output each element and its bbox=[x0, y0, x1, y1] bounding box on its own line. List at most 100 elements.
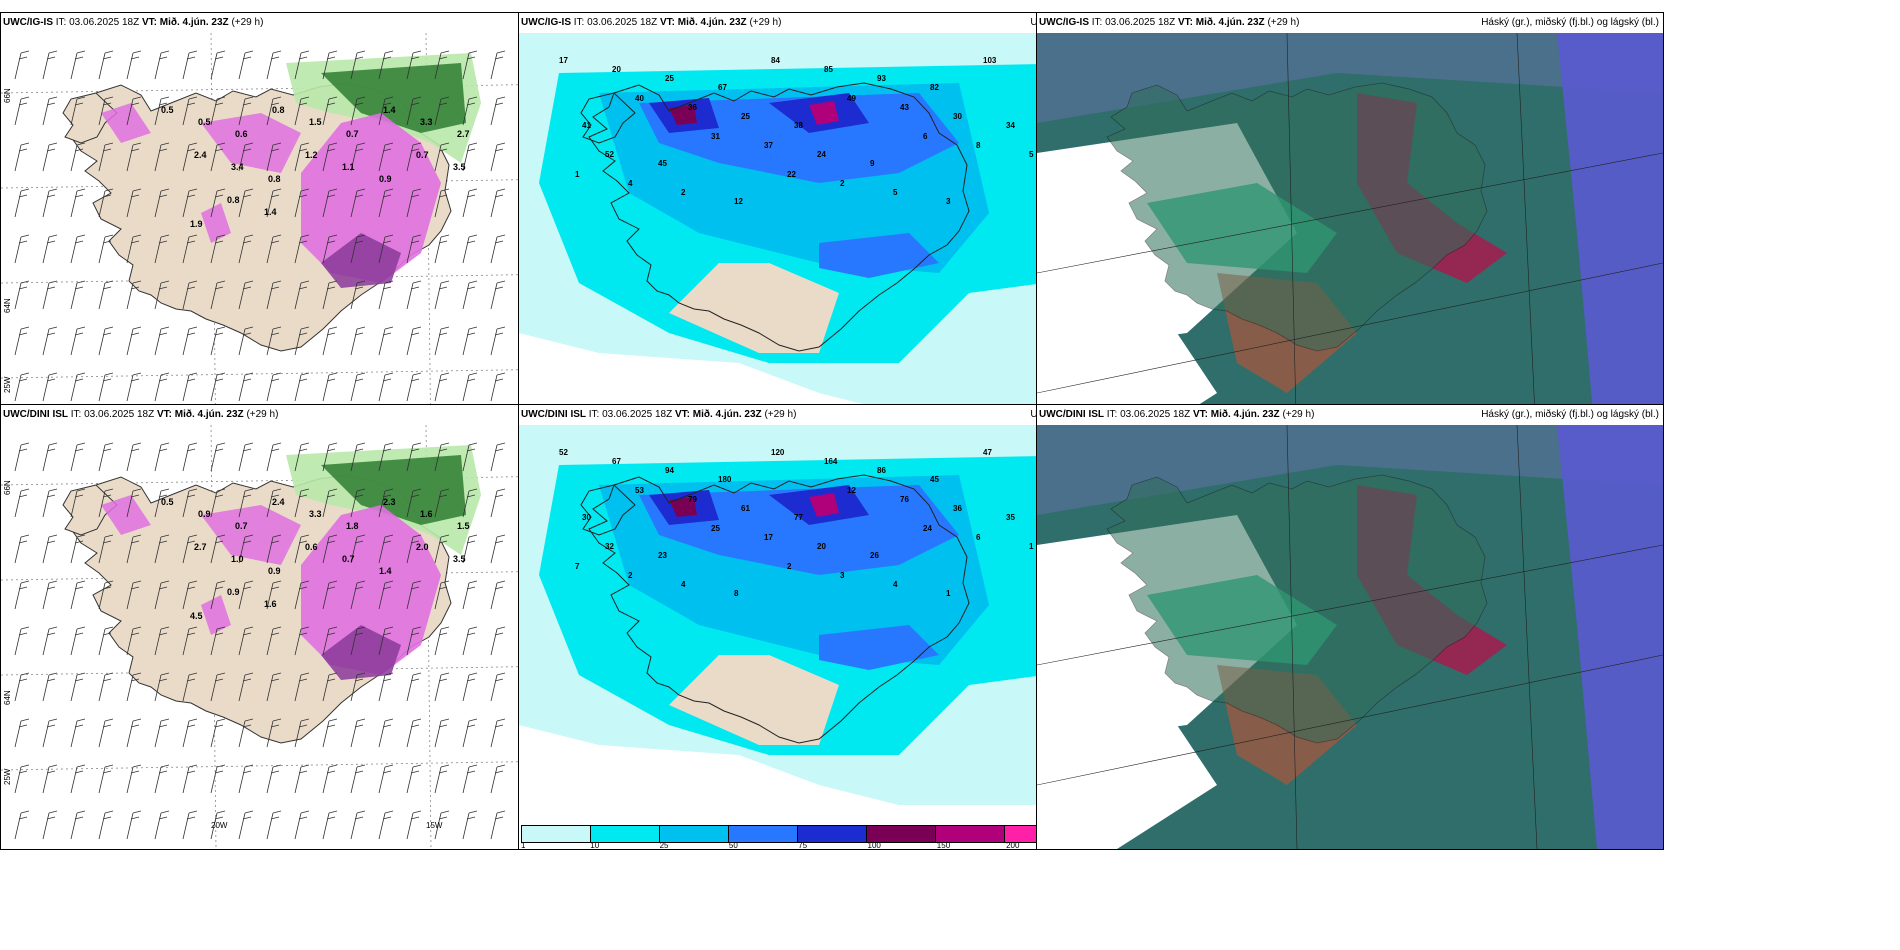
wind-barb bbox=[294, 326, 310, 356]
wind-barb bbox=[238, 234, 254, 264]
wind-barb bbox=[154, 626, 170, 656]
wind-barb bbox=[266, 188, 282, 218]
precip-value-label: 0.5 bbox=[161, 497, 174, 507]
wind-barb bbox=[14, 534, 30, 564]
legend-label: 150 bbox=[936, 841, 951, 850]
wind-barb bbox=[70, 672, 86, 702]
wind-barb bbox=[182, 280, 198, 310]
precip-value-label: 43 bbox=[900, 103, 909, 112]
wind-barb bbox=[154, 580, 170, 610]
wind-barb bbox=[210, 280, 226, 310]
precip-value-label: 38 bbox=[794, 121, 803, 130]
precip-value-label: 164 bbox=[824, 457, 838, 466]
precip-value-label: 0.9 bbox=[268, 566, 281, 576]
wind-barb bbox=[14, 442, 30, 472]
model-name: UWC/IG-IS bbox=[3, 17, 53, 28]
legend-label: 50 bbox=[728, 841, 738, 850]
wind-barb bbox=[42, 96, 58, 126]
wind-barb bbox=[378, 626, 394, 656]
precip-value-label: 1 bbox=[946, 589, 951, 598]
wind-barb bbox=[182, 488, 198, 518]
wind-barb bbox=[350, 372, 366, 402]
wind-barb bbox=[462, 96, 478, 126]
precip-value-label: 5 bbox=[893, 188, 898, 197]
precip-value-label: 9 bbox=[870, 159, 875, 168]
wind-barb bbox=[490, 142, 506, 172]
precip-value-label: 17 bbox=[559, 56, 568, 65]
precip-value-label: 20 bbox=[817, 542, 826, 551]
precip-value-label: 2.7 bbox=[194, 542, 207, 552]
wind-barb bbox=[322, 488, 338, 518]
wind-barb bbox=[378, 764, 394, 794]
precip-value-label: 3.4 bbox=[231, 162, 244, 172]
wind-barb bbox=[434, 488, 450, 518]
wind-barb bbox=[42, 142, 58, 172]
precip-value-label: 3.5 bbox=[453, 162, 466, 172]
wind-barb bbox=[238, 50, 254, 80]
precip-value-label: 25 bbox=[741, 112, 750, 121]
precip-value-label: 1.1 bbox=[342, 162, 355, 172]
precip-value-label: 84 bbox=[771, 56, 780, 65]
wind-barb bbox=[98, 142, 114, 172]
precip-value-label: 2.4 bbox=[272, 497, 285, 507]
wind-barb bbox=[350, 810, 366, 840]
wind-barb bbox=[322, 372, 338, 402]
wind-barb bbox=[350, 718, 366, 748]
wind-barb bbox=[322, 188, 338, 218]
wind-barb bbox=[154, 718, 170, 748]
wind-barb bbox=[210, 234, 226, 264]
precip-value-label: 2 bbox=[628, 571, 633, 580]
precip-value-label: 35 bbox=[1006, 513, 1015, 522]
wind-barb bbox=[154, 50, 170, 80]
precip-value-label: 76 bbox=[900, 495, 909, 504]
precip-value-label: 93 bbox=[877, 74, 886, 83]
wind-barb bbox=[238, 142, 254, 172]
precip-value-label: 1.5 bbox=[309, 117, 322, 127]
wind-barb bbox=[210, 672, 226, 702]
precip-value-label: 1.4 bbox=[264, 207, 277, 217]
wind-barb bbox=[406, 234, 422, 264]
wind-barb bbox=[406, 188, 422, 218]
precip-value-label: 45 bbox=[658, 159, 667, 168]
wind-barb bbox=[406, 142, 422, 172]
wind-barb bbox=[490, 810, 506, 840]
precip-value-label: 1.2 bbox=[305, 150, 318, 160]
wind-barb bbox=[70, 626, 86, 656]
map-panel: UWC/DINI ISL IT: 03.06.2025 18Z VT: Mið.… bbox=[1036, 404, 1664, 850]
wind-barb bbox=[462, 326, 478, 356]
legend-swatch bbox=[867, 826, 936, 842]
wind-barb bbox=[14, 488, 30, 518]
wind-barb bbox=[350, 580, 366, 610]
precip-value-label: 1.8 bbox=[346, 521, 359, 531]
precip-value-label: 4 bbox=[628, 179, 633, 188]
wind-barb bbox=[294, 718, 310, 748]
wind-barb bbox=[406, 488, 422, 518]
wind-barb bbox=[70, 810, 86, 840]
wind-barb bbox=[434, 534, 450, 564]
wind-barb bbox=[462, 626, 478, 656]
wind-barb bbox=[238, 718, 254, 748]
precip-value-label: 1.5 bbox=[457, 521, 470, 531]
wind-barb bbox=[294, 672, 310, 702]
precip-value-label: 67 bbox=[718, 83, 727, 92]
precip-value-label: 17 bbox=[764, 533, 773, 542]
wind-barb bbox=[294, 488, 310, 518]
wind-barb bbox=[154, 442, 170, 472]
wind-barb bbox=[70, 534, 86, 564]
wind-barb bbox=[462, 718, 478, 748]
precip-value-label: 7 bbox=[575, 562, 580, 571]
model-name: UWC/DINI ISL bbox=[3, 409, 68, 420]
precip-value-label: 1.0 bbox=[231, 554, 244, 564]
wind-barb bbox=[98, 580, 114, 610]
wind-barb bbox=[126, 718, 142, 748]
model-name: UWC/IG-IS bbox=[1039, 17, 1089, 28]
wind-barb bbox=[182, 580, 198, 610]
precip-value-label: 2.3 bbox=[383, 497, 396, 507]
axis-label-lat2: 64N bbox=[3, 690, 12, 705]
precip-value-label: 3 bbox=[946, 197, 951, 206]
wind-barb bbox=[238, 534, 254, 564]
wind-barb bbox=[434, 372, 450, 402]
wind-barb bbox=[126, 534, 142, 564]
precip-value-label: 85 bbox=[824, 65, 833, 74]
model-name: UWC/DINI ISL bbox=[521, 409, 586, 420]
